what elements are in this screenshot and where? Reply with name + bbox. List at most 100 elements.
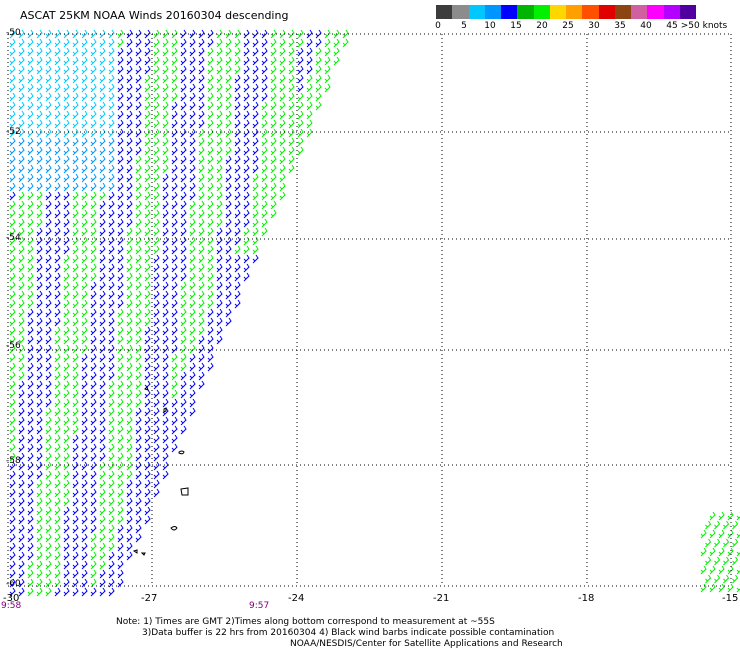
wind-barb bbox=[207, 146, 214, 156]
island bbox=[163, 407, 167, 413]
wind-barb bbox=[81, 362, 88, 372]
wind-barb bbox=[162, 425, 169, 435]
wind-barb bbox=[216, 155, 223, 165]
wind-barb bbox=[72, 353, 79, 363]
wind-barb bbox=[171, 407, 178, 417]
wind-barb bbox=[63, 281, 70, 291]
wind-barb bbox=[54, 587, 61, 597]
wind-barb bbox=[117, 533, 124, 543]
wind-barb bbox=[207, 263, 214, 273]
wind-barb bbox=[144, 173, 151, 183]
wind-barb bbox=[9, 578, 16, 588]
wind-barb bbox=[705, 574, 712, 584]
wind-barb bbox=[9, 110, 16, 120]
wind-barb bbox=[189, 308, 196, 318]
wind-barb bbox=[144, 200, 151, 210]
wind-barb bbox=[99, 335, 106, 345]
wind-barb bbox=[90, 227, 97, 237]
wind-barb bbox=[135, 308, 142, 318]
wind-barb bbox=[126, 380, 133, 390]
wind-barb bbox=[216, 209, 223, 219]
wind-barb bbox=[234, 29, 241, 39]
wind-barb bbox=[216, 290, 223, 300]
wind-barb bbox=[108, 254, 115, 264]
wind-barb bbox=[18, 272, 25, 282]
wind-barb bbox=[252, 236, 259, 246]
wind-barb bbox=[243, 236, 250, 246]
wind-barb bbox=[270, 110, 277, 120]
wind-barb bbox=[180, 290, 187, 300]
wind-barb bbox=[736, 530, 740, 539]
wind-barb bbox=[63, 443, 70, 453]
wind-barb bbox=[90, 155, 97, 165]
wind-barb bbox=[135, 164, 142, 174]
wind-barb bbox=[36, 191, 43, 201]
wind-barb bbox=[153, 488, 160, 498]
wind-barb bbox=[297, 74, 304, 84]
wind-barb bbox=[198, 272, 205, 282]
wind-barb bbox=[216, 200, 223, 210]
wind-barb bbox=[72, 245, 79, 255]
wind-barb bbox=[180, 146, 187, 156]
wind-barb bbox=[171, 371, 178, 381]
wind-barb bbox=[45, 308, 52, 318]
wind-barb bbox=[63, 380, 70, 390]
wind-barb bbox=[45, 362, 52, 372]
wind-barb bbox=[198, 344, 205, 354]
wind-barb bbox=[99, 344, 106, 354]
wind-barb bbox=[99, 56, 106, 66]
wind-barb bbox=[9, 74, 16, 84]
wind-barb bbox=[81, 308, 88, 318]
wind-barb bbox=[225, 146, 232, 156]
wind-barb bbox=[162, 335, 169, 345]
wind-barb bbox=[90, 479, 97, 489]
wind-barb bbox=[108, 443, 115, 453]
wind-barb bbox=[27, 56, 34, 66]
wind-barb bbox=[216, 236, 223, 246]
wind-barb bbox=[144, 344, 151, 354]
wind-barb bbox=[108, 29, 115, 39]
wind-barb bbox=[72, 371, 79, 381]
wind-barb bbox=[117, 65, 124, 75]
wind-barb bbox=[27, 443, 34, 453]
wind-barb bbox=[180, 92, 187, 102]
wind-barb bbox=[72, 578, 79, 588]
wind-barb bbox=[9, 137, 16, 147]
wind-barb bbox=[144, 101, 151, 111]
wind-barb bbox=[243, 101, 250, 111]
wind-barb bbox=[18, 236, 25, 246]
wind-barb bbox=[198, 191, 205, 201]
wind-barb bbox=[198, 173, 205, 183]
wind-barb bbox=[171, 101, 178, 111]
wind-barb bbox=[135, 83, 142, 93]
wind-barb bbox=[252, 200, 259, 210]
wind-barb bbox=[99, 542, 106, 552]
wind-barb bbox=[90, 56, 97, 66]
wind-barb bbox=[144, 506, 151, 516]
wind-barb bbox=[225, 164, 232, 174]
wind-barb bbox=[90, 83, 97, 93]
wind-barb bbox=[216, 101, 223, 111]
wind-barb bbox=[117, 236, 124, 246]
wind-barb bbox=[144, 281, 151, 291]
wind-barb bbox=[45, 101, 52, 111]
wind-barb bbox=[45, 218, 52, 228]
wind-barb bbox=[153, 74, 160, 84]
wind-barb bbox=[171, 119, 178, 129]
wind-barb bbox=[270, 191, 277, 201]
wind-barb bbox=[99, 587, 106, 597]
wind-barb bbox=[216, 65, 223, 75]
wind-barb bbox=[189, 389, 196, 399]
wind-barb bbox=[261, 101, 268, 111]
wind-barb bbox=[117, 308, 124, 318]
wind-barb bbox=[27, 65, 34, 75]
wind-barb bbox=[189, 353, 196, 363]
wind-barb bbox=[225, 317, 232, 327]
wind-barb bbox=[279, 110, 286, 120]
wind-barb bbox=[72, 164, 79, 174]
wind-barb bbox=[54, 578, 61, 588]
wind-barb bbox=[54, 119, 61, 129]
wind-barb bbox=[180, 164, 187, 174]
wind-barb bbox=[261, 74, 268, 84]
wind-barb bbox=[288, 110, 295, 120]
